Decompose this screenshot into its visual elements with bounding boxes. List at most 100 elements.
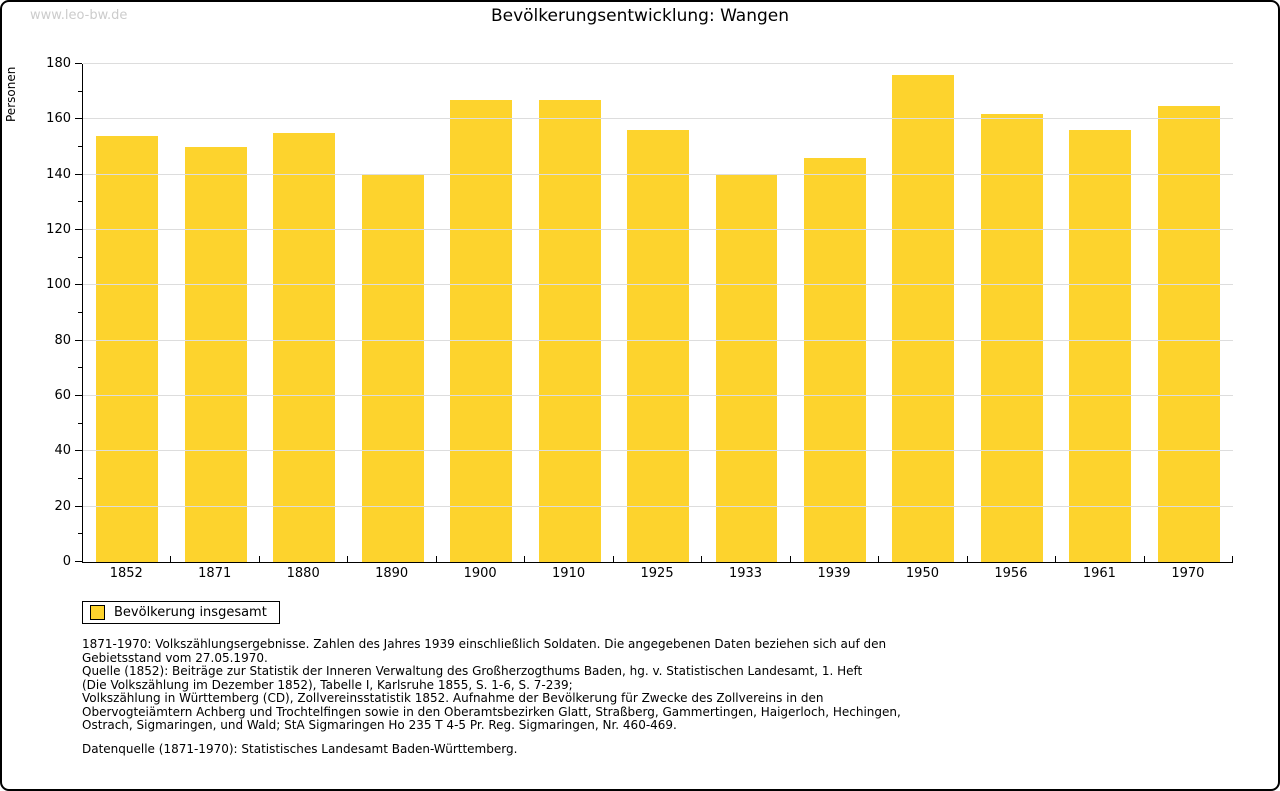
footnotes: 1871-1970: Volkszählungsergebnisse. Zahl… [82,637,1242,733]
y-axis-tick [75,63,82,64]
x-axis-tick [1055,556,1057,562]
y-axis-tick [75,339,82,341]
x-axis-tick-label: 1970 [1171,566,1205,581]
x-axis-tick-label: 1939 [817,566,851,581]
y-axis-tick [75,118,82,120]
x-axis-tick-label: 1900 [463,566,497,581]
y-axis-minor-tick [78,146,82,147]
gridline [83,395,1233,396]
x-axis-tick [878,556,880,562]
y-axis-label: Personen [4,66,18,122]
bar-slot [83,64,171,562]
gridline [83,339,1233,341]
x-axis-tick-label: 1950 [905,566,939,581]
bar-slot [1056,64,1144,562]
bar-1970 [1157,105,1220,562]
x-axis-tick-label: 1871 [198,566,232,581]
y-axis-tick-label: 120 [46,222,71,238]
y-axis-tick-label: 140 [46,166,71,182]
gridline [83,505,1233,507]
bar-slot [171,64,259,562]
bar-slot [614,64,702,562]
y-axis-tick-label: 160 [46,111,71,127]
x-axis-tick [347,556,349,562]
y-axis-tick-label: 60 [54,388,71,404]
y-axis-tick-label: 40 [54,443,71,459]
watermark: www.leo-bw.de [30,8,128,23]
x-axis-tick [524,556,526,562]
x-axis-tick [1232,556,1233,562]
footnote-line: Obervogteiämtern Achberg und Trochtelfin… [82,704,901,719]
bar-1961 [1069,130,1132,562]
y-axis-minor-tick [78,256,82,258]
datasource-note: Datenquelle (1871-1970): Statistisches L… [82,742,518,756]
x-axis-tick-label: 1910 [552,566,586,581]
x-axis-tick-label: 1956 [994,566,1028,581]
y-axis-minor-tick [78,422,82,424]
x-axis-tick [1143,556,1145,562]
y-axis-tick [75,229,82,230]
gridline [83,118,1233,120]
bar-slot [437,64,525,562]
y-axis-tick-label: 0 [62,554,71,569]
footnote-line: Gebietsstand vom 27.05.1970. [82,650,268,665]
bar-1890 [361,174,424,562]
gridline [83,229,1233,230]
bar-1933 [715,174,778,562]
legend-swatch-icon [90,605,105,620]
bar-slot [702,64,790,562]
y-axis-minor-tick [78,90,82,92]
x-axis-tick [966,556,968,562]
plot-area: 0 20 40 60 80 100 120 140 160 180 [46,57,1233,569]
bar-1939 [804,158,866,562]
footnote-line: 1871-1970: Volkszählungsergebnisse. Zahl… [82,637,887,651]
x-axis-labels: 1852 1871 1880 1890 1900 1910 1925 1933 1939 1950… [82,566,1232,581]
y-axis-tick [75,450,82,452]
bar-1852 [96,135,159,562]
bar-1925 [627,130,689,562]
footnote-line: (Die Volkszählung im Dezember 1852), Tab… [82,677,573,692]
x-axis-tick [701,556,703,562]
bar-1950 [892,75,955,562]
y-axis-tick [75,395,82,396]
x-axis-tick-label: 1933 [728,566,763,581]
bar-slot [260,64,348,562]
bar-1871 [184,147,247,562]
bar-slot [1145,64,1233,562]
footnote-line: Quelle (1852): Beiträge zur Statistik de… [82,664,863,678]
x-axis-tick [258,556,260,562]
y-axis-tick [75,173,82,175]
bar-slot [791,64,879,562]
footnote-line: Ostrach, Sigmaringen, und Wald; StA Sigm… [82,718,677,732]
x-axis-tick [612,556,614,562]
x-axis-tick-label: 1890 [375,566,409,581]
bar-1956 [980,113,1043,562]
y-axis-tick [75,561,82,562]
x-axis-tick [789,556,791,562]
x-axis-tick [170,556,172,562]
y-axis-minor-tick [78,367,82,369]
bars-container [83,64,1233,562]
y-axis-tick [75,505,82,507]
footnote-line: Volkszählung in Württemberg (CD), Zollve… [82,691,824,705]
bar-slot [348,64,436,562]
bar-1880 [273,133,336,562]
y-axis-minor-tick [78,201,82,203]
legend: Bevölkerung insgesamt [82,601,280,624]
y-axis-tick-label: 80 [54,332,71,348]
gridline [83,173,1233,175]
x-axis-tick-label: 1880 [286,566,320,581]
gridline [83,284,1233,286]
y-axis-minor-tick [78,478,82,479]
page-title: Bevölkerungsentwicklung: Wangen [490,6,790,26]
y-axis-tick-label: 100 [46,277,71,293]
bar-1900 [450,99,513,562]
bar-1910 [538,99,601,562]
y-axis-minor-tick [78,312,82,313]
bar-slot [525,64,613,562]
bar-slot [879,64,967,562]
gridline [83,450,1233,452]
legend-label: Bevölkerung insgesamt [114,605,267,620]
y-axis-tick [75,284,82,286]
